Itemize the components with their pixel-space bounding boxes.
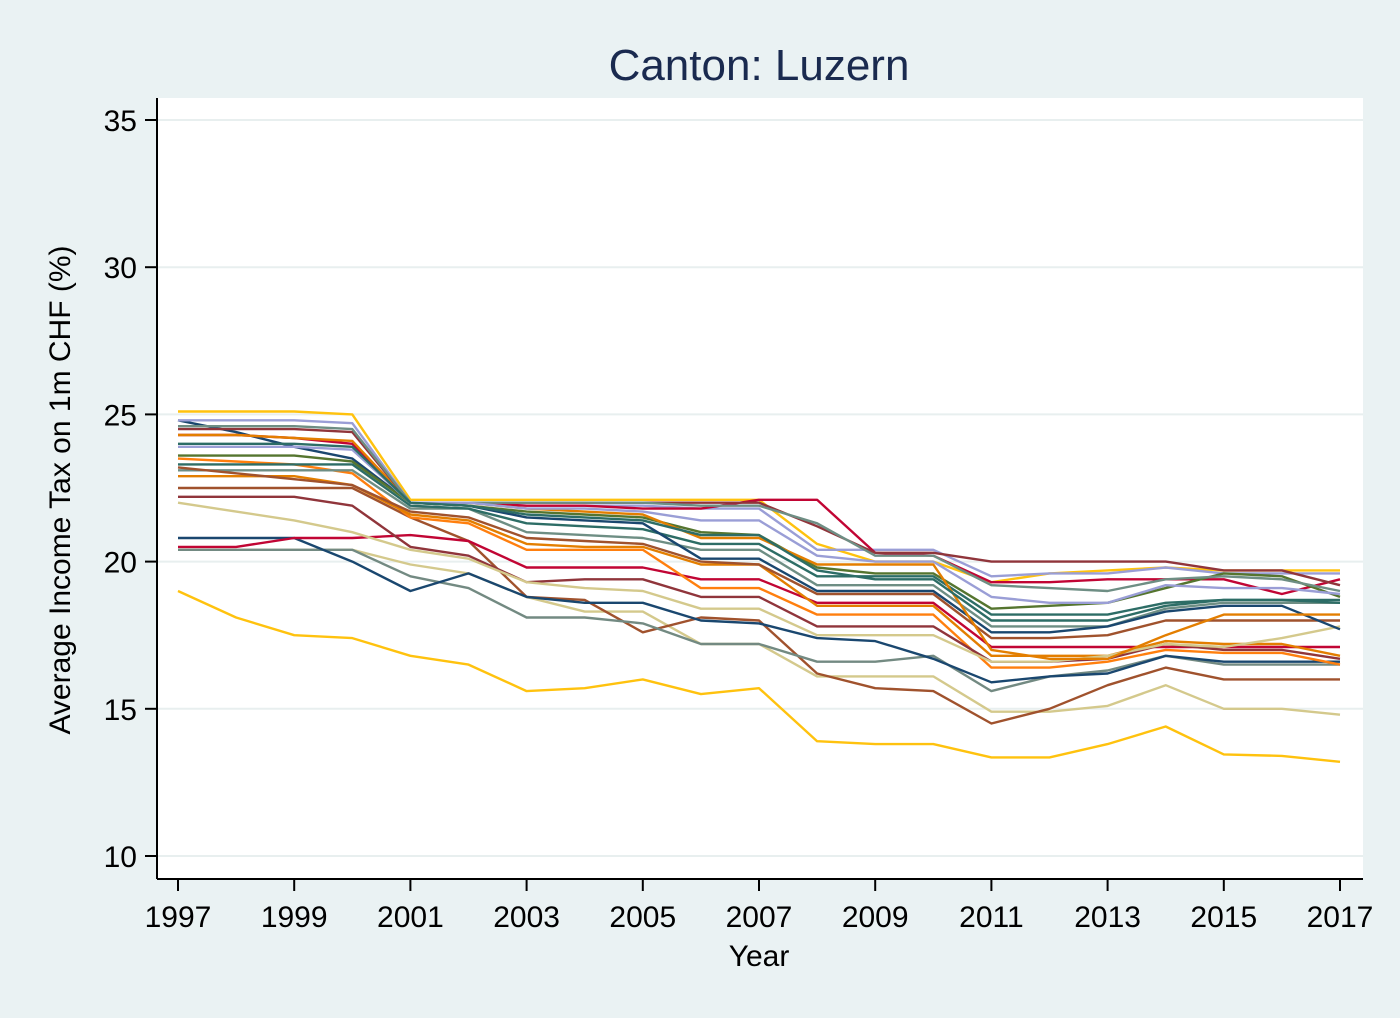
series-line-19: [178, 433, 1340, 660]
series-line-21: [178, 425, 1341, 593]
gridlines: [157, 119, 1363, 857]
series-line-5: [178, 536, 1340, 684]
x-tick-label: 2001: [377, 901, 444, 934]
series-line-14: [177, 419, 1341, 634]
series-line-7: [177, 457, 1341, 669]
x-tick-label: 1997: [145, 901, 212, 934]
series-line-11: [178, 469, 1340, 628]
x-tick-label: 1999: [261, 901, 328, 934]
y-tick-label: 30: [104, 252, 137, 285]
x-tick-label: 2015: [1190, 901, 1257, 934]
series-lines: [177, 410, 1341, 763]
series-line-16: [178, 419, 1340, 578]
series-line-13: [178, 463, 1340, 616]
y-tick-label: 25: [104, 399, 137, 432]
x-tick-label: 2013: [1074, 901, 1141, 934]
y-tick-label: 15: [104, 694, 137, 727]
x-tick-label: 2005: [609, 901, 676, 934]
series-line-22: [178, 445, 1341, 604]
y-axis-title: Average Income Tax on 1m CHF (%): [44, 245, 77, 734]
series-line-20: [178, 427, 1341, 587]
series-line-23: [178, 442, 1341, 622]
axes: 10 15 20 25 30 35 1997 1999 2001 2003 2005 2007 2009…: [104, 98, 1374, 934]
x-tick-label: 2003: [493, 901, 560, 934]
x-tick-label: 2009: [842, 901, 909, 934]
x-axis-title: Year: [729, 940, 790, 973]
y-tick-label: 20: [104, 547, 137, 580]
x-tick-label: 2007: [726, 901, 793, 934]
y-tick-label: 10: [104, 841, 137, 874]
series-line-17: [178, 433, 1341, 596]
chart-title: Canton: Luzern: [609, 41, 910, 90]
x-tick-label: 2011: [959, 901, 1024, 934]
series-line-10: [177, 501, 1341, 663]
series-line-3: [178, 486, 1340, 725]
x-tick-label: 2017: [1307, 901, 1374, 934]
y-tick-label: 35: [104, 105, 137, 138]
series-line-12: [177, 466, 1340, 640]
series-line-1: [177, 589, 1341, 763]
